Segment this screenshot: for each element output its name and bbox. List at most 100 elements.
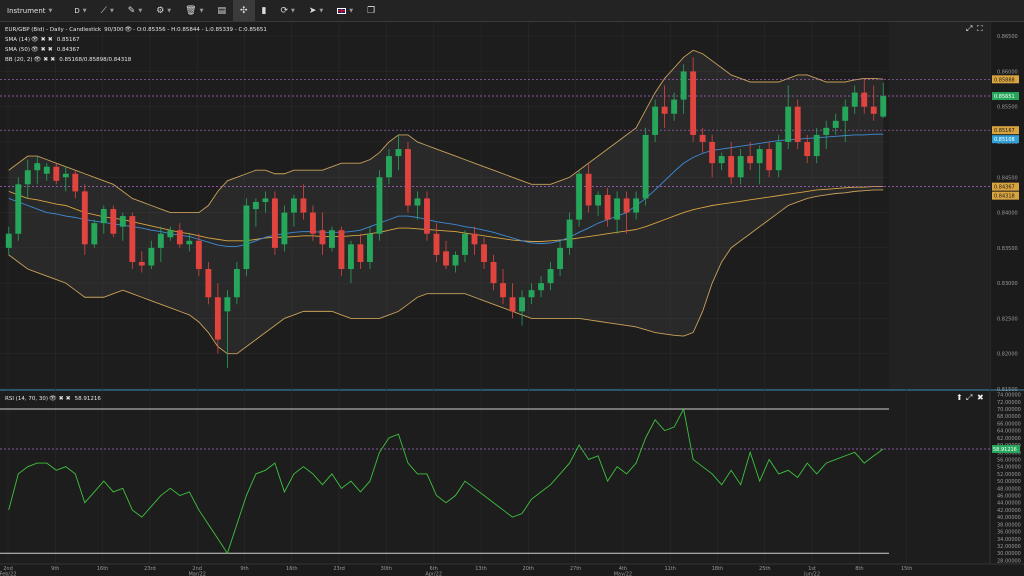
settings-icon[interactable]: ✖ — [50, 56, 56, 63]
eye-icon[interactable]: 👁 — [33, 56, 42, 63]
price-axis-label: 0.83000 — [997, 281, 1018, 287]
candle-body — [15, 184, 22, 234]
time-axis-label: 9th — [51, 566, 59, 572]
crosshair-button[interactable]: ✣ — [232, 0, 255, 21]
sma14-label: SMA (14) — [5, 36, 31, 43]
candle-body — [148, 247, 155, 266]
settings-icon[interactable]: ✖ — [47, 36, 53, 43]
candle-body — [34, 163, 41, 171]
sma14-tag: 0.85167 — [994, 128, 1015, 134]
candle-body — [880, 96, 887, 117]
time-axis-label: 8th — [855, 566, 863, 572]
candle-body — [585, 173, 592, 206]
candle-body — [81, 191, 88, 245]
candle-body — [737, 156, 744, 178]
candle-body — [243, 205, 250, 270]
candle-body — [823, 127, 830, 135]
rsi-value: 58.91216 — [74, 395, 101, 402]
candle-body — [661, 106, 668, 114]
rsi-chart — [0, 407, 990, 555]
price-panel[interactable] — [0, 22, 990, 389]
replay-icon: ⟳ — [280, 5, 288, 16]
pencil-icon: ✎ — [127, 5, 136, 16]
candle-body — [252, 201, 259, 210]
candle-body — [462, 233, 468, 255]
delete-button[interactable]: 🗑 ▼ — [178, 0, 210, 21]
eye-icon[interactable]: 👁 — [48, 395, 57, 402]
time-axis-label: 4th — [619, 566, 627, 572]
settings-icon[interactable]: ✖ — [65, 395, 71, 402]
move-up-icon[interactable]: ⬆ — [956, 393, 963, 402]
candle-body — [395, 149, 402, 157]
candle-body — [794, 106, 801, 142]
candle-body — [262, 198, 269, 202]
sma50-value: 0.84367 — [56, 46, 80, 53]
candles[interactable] — [5, 57, 887, 368]
time-axis-label: 13th — [475, 566, 487, 572]
price-axis[interactable]: 0.865000.860000.855000.850000.845000.840… — [997, 34, 1018, 393]
candle-body — [471, 233, 478, 245]
bb-value: 0.85168/0.85898/0.84318 — [59, 56, 132, 63]
timeframe-selector[interactable]: D ▼ — [67, 0, 93, 21]
candle-body — [870, 106, 877, 114]
candle-body — [157, 233, 164, 248]
close-icon[interactable]: ✖ — [40, 36, 46, 43]
settings-icon[interactable]: ✖ — [47, 46, 53, 53]
candle-body — [138, 261, 145, 266]
sma14-value: 0.85167 — [56, 36, 80, 43]
rsi-value-tag: 58.91216 — [993, 447, 1017, 453]
close-icon[interactable]: ✖ — [40, 46, 46, 53]
flag-icon — [337, 7, 347, 14]
crosshair-icon: ✣ — [239, 5, 248, 16]
chevron-down-icon: ▼ — [319, 7, 324, 14]
candle-body — [167, 230, 174, 238]
indicator-lines — [8, 49, 884, 355]
chart-type-button[interactable]: ▮ — [255, 0, 274, 21]
trash-icon: 🗑 — [185, 5, 197, 16]
rsi-axis-label: 38.00000 — [997, 522, 1021, 528]
eye-icon[interactable]: 👁 — [31, 46, 39, 53]
close-icon[interactable]: ✖ — [43, 56, 49, 63]
line-draw-button[interactable]: ⟋ ▼ — [94, 0, 121, 21]
language-button[interactable]: ▼ — [330, 0, 360, 21]
line-draw-icon: ⟋ — [100, 5, 107, 16]
candle-body — [338, 230, 345, 270]
candle-body — [718, 156, 725, 164]
candle-body — [813, 134, 820, 157]
candle-body — [386, 156, 392, 178]
rsi-axis-label: 54.00000 — [997, 465, 1021, 471]
candle-body — [680, 71, 687, 100]
cursor-button[interactable]: ➤ ▼ — [302, 0, 330, 21]
close-panel-icon[interactable]: ✖ — [977, 393, 984, 402]
price-axis-label: 0.83500 — [997, 246, 1018, 252]
rsi-label: RSI (14, 70, 30) — [5, 395, 48, 402]
rsi-axis-label: 46.00000 — [997, 494, 1021, 500]
sma50-legend: SMA (50) 👁 ✖ ✖ 0.84367 — [5, 46, 79, 53]
expand-rsi-panel-icon[interactable]: ⤢ — [966, 393, 973, 402]
candle-body — [756, 149, 763, 164]
bb-lower-tag: 0.84318 — [994, 194, 1015, 200]
fullscreen-icon[interactable]: ⛶ — [977, 24, 983, 33]
rsi-axis-label: 58.00000 — [997, 450, 1021, 456]
eye-icon[interactable]: 👁 — [124, 26, 133, 33]
grid — [0, 22, 990, 564]
pencil-button[interactable]: ✎ ▼ — [121, 0, 149, 21]
sma50-label: SMA (50) — [5, 46, 31, 53]
layout-button[interactable]: ▤ — [210, 0, 233, 21]
indicator-settings-button[interactable]: ⚙ ▼ — [149, 0, 178, 21]
instrument-selector[interactable]: Instrument ▼ — [0, 0, 59, 21]
candle-body — [775, 141, 782, 171]
close-icon[interactable]: ✖ — [58, 395, 64, 402]
chevron-down-icon: ▼ — [167, 7, 172, 14]
eye-icon[interactable]: 👁 — [31, 36, 39, 43]
rsi-panel[interactable] — [0, 391, 990, 564]
chevron-down-icon: ▼ — [291, 7, 295, 14]
replay-button[interactable]: ⟳ ▼ — [273, 0, 301, 21]
template-button[interactable]: ❐ — [360, 0, 382, 21]
expand-price-panel-icon[interactable]: ⤢ — [966, 24, 973, 33]
rsi-axis[interactable]: 74.0000072.0000070.0000068.0000066.00000… — [997, 393, 1021, 565]
template-icon: ❐ — [367, 5, 376, 16]
candle-body — [357, 244, 364, 262]
